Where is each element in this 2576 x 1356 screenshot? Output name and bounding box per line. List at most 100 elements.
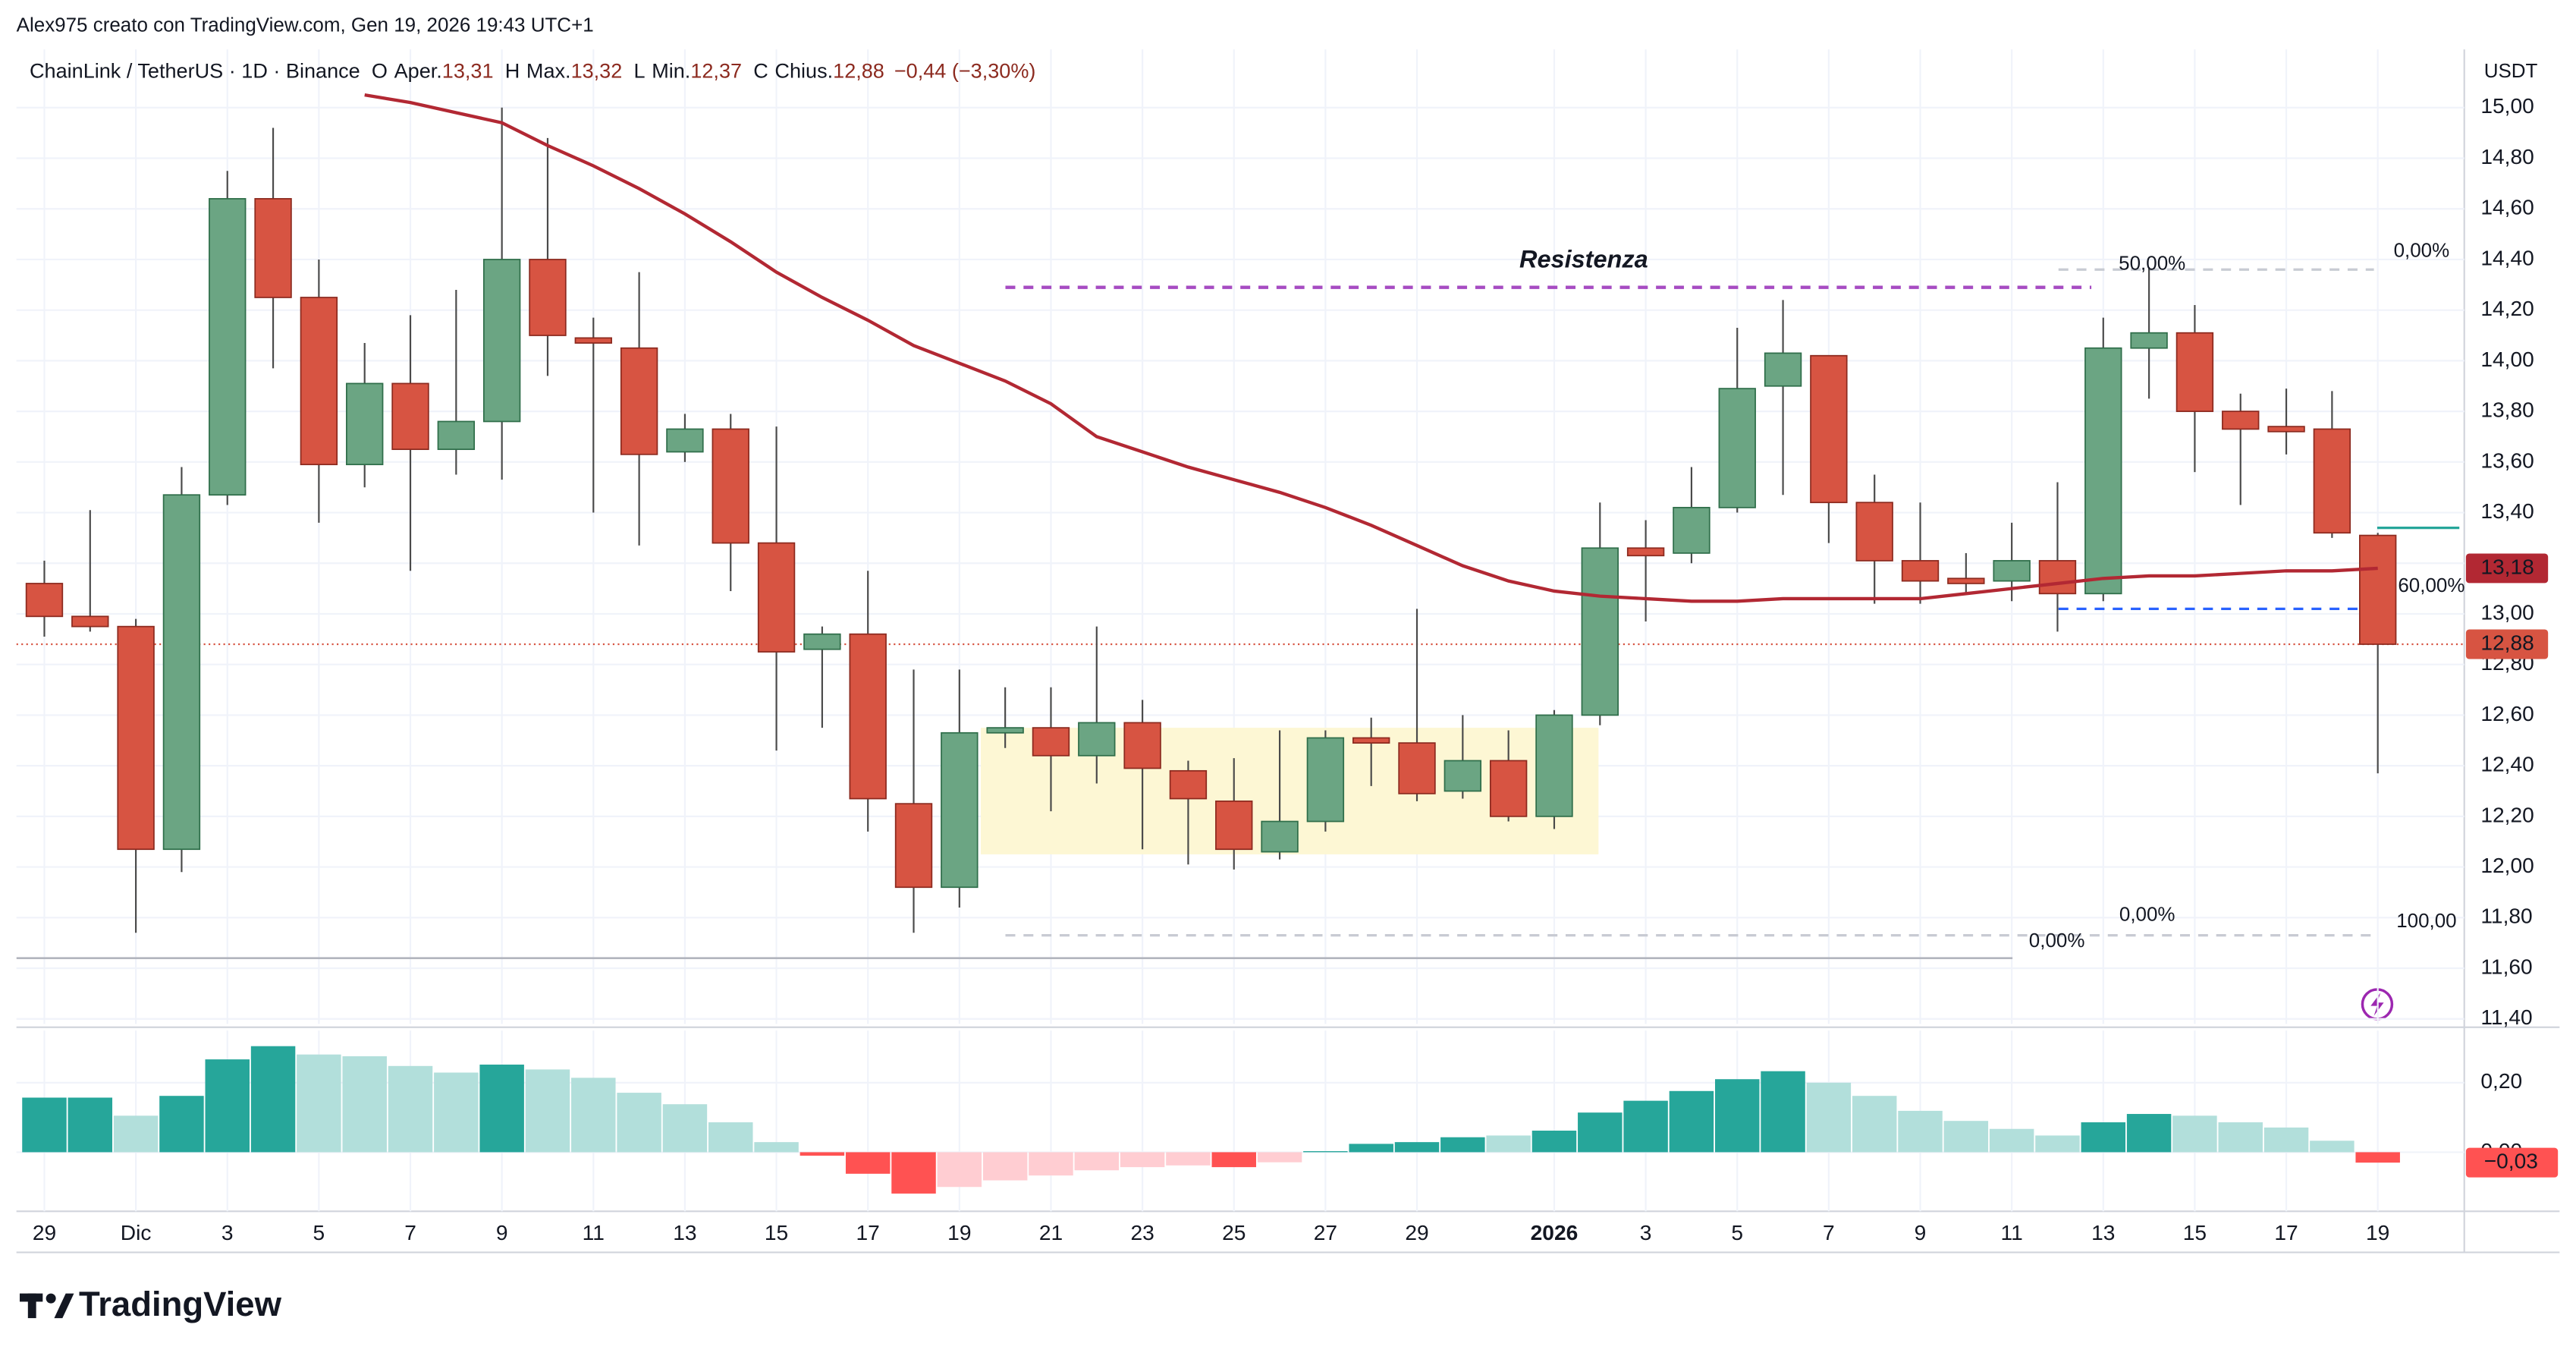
- histogram-bar: [2310, 1140, 2355, 1153]
- x-tick-label: 19: [2366, 1221, 2389, 1244]
- x-tick-label: 27: [1314, 1221, 1337, 1244]
- x-tick-label: 11: [583, 1221, 605, 1244]
- histogram-bar: [2263, 1127, 2309, 1153]
- histogram-bar: [159, 1096, 204, 1153]
- histogram-bar: [937, 1152, 982, 1188]
- price-label-bg: [2465, 553, 2549, 584]
- y-tick-label: 14,20: [2480, 297, 2534, 320]
- x-tick-label: 15: [2183, 1221, 2207, 1244]
- y-tick-label: 14,80: [2480, 145, 2534, 168]
- candle-body: [1947, 577, 1985, 584]
- histogram-bar: [571, 1078, 616, 1153]
- legend-key: H: [505, 59, 520, 83]
- histogram-bar: [845, 1152, 891, 1174]
- y-tick-label: 12,40: [2480, 753, 2534, 776]
- fib-label: 50,00%: [2119, 252, 2185, 275]
- x-tick-label: 11: [2001, 1221, 2023, 1244]
- candle-body: [1123, 722, 1161, 769]
- legend-label: Chius.: [774, 59, 833, 83]
- y-tick-label: 15,00: [2480, 94, 2534, 118]
- fib-label: 0,00%: [2029, 929, 2085, 952]
- legend-key: C: [753, 59, 768, 83]
- value-label-bg: [2465, 1147, 2559, 1178]
- ohlc-legend: ChainLink / TetherUS · 1D · Binance O Aper…: [30, 59, 1035, 83]
- candle-body: [574, 337, 612, 344]
- candle-body: [2038, 560, 2077, 595]
- currency: USDT: [2484, 59, 2538, 82]
- histogram-bar: [2126, 1114, 2172, 1153]
- candle-body: [986, 727, 1024, 734]
- y-tick-label: 0,20: [2480, 1069, 2522, 1093]
- fib-label: 100,00: [2396, 909, 2456, 932]
- legend-value: 12,88: [833, 59, 884, 83]
- x-tick-label: 3: [1640, 1221, 1652, 1244]
- price-label-bg: [2465, 629, 2549, 659]
- candle-body: [2222, 411, 2260, 430]
- candle-body: [1078, 722, 1116, 757]
- x-tick-label: 29: [1405, 1221, 1428, 1244]
- legend-label: Min.: [652, 59, 690, 83]
- candle-body: [1855, 502, 1893, 562]
- histogram-bar: [1623, 1100, 1668, 1153]
- candle-body: [391, 382, 429, 451]
- candle-body: [757, 542, 796, 653]
- y-tick-label: 11,40: [2480, 1005, 2532, 1029]
- candle-body: [666, 428, 704, 453]
- histogram-bar: [754, 1142, 799, 1153]
- candle-body: [25, 583, 64, 618]
- price-label: 12,88: [2480, 631, 2534, 654]
- histogram-bar: [617, 1093, 661, 1153]
- y-tick-label: 14,40: [2480, 246, 2534, 269]
- histogram-bar: [297, 1054, 341, 1153]
- x-tick-label: 23: [1130, 1221, 1154, 1244]
- histogram-bar: [1211, 1152, 1256, 1168]
- candle-body: [300, 297, 338, 466]
- legend-value: 12,37: [690, 59, 742, 83]
- histogram-bar: [2172, 1115, 2217, 1153]
- candle-body: [941, 731, 979, 889]
- legend-label: Aper.: [394, 59, 442, 83]
- histogram-bar: [479, 1064, 524, 1153]
- candle-body: [1306, 737, 1345, 823]
- x-tick-label: 13: [2091, 1221, 2115, 1244]
- histogram-bar: [2081, 1122, 2126, 1153]
- brand: TradingView: [79, 1285, 282, 1323]
- candle-body: [1489, 760, 1528, 817]
- candle-body: [1993, 560, 2031, 582]
- candle-body: [2130, 332, 2168, 349]
- candle-body: [254, 198, 292, 298]
- candle-body: [1810, 354, 1848, 504]
- candle-body: [529, 259, 567, 336]
- x-tick-label: 25: [1222, 1221, 1246, 1244]
- candle-body: [437, 420, 476, 451]
- y-tick-label: 12,00: [2480, 854, 2534, 877]
- candle-body: [849, 633, 887, 800]
- x-tick-label: 15: [765, 1221, 788, 1244]
- candle-body: [2084, 347, 2122, 595]
- candle-body: [1673, 507, 1711, 554]
- candle-body: [1398, 742, 1436, 794]
- candle-body: [1215, 800, 1253, 851]
- y-tick-label: 13,00: [2480, 600, 2534, 624]
- histogram-bar: [1394, 1142, 1440, 1153]
- x-tick-label: 5: [313, 1221, 325, 1244]
- candle-body: [1032, 727, 1070, 757]
- histogram-bar: [1852, 1096, 1897, 1153]
- header: Alex975 creato con TradingView.com, Gen …: [17, 14, 594, 36]
- y-tick-label: 13,40: [2480, 499, 2534, 523]
- histogram-bar: [1715, 1079, 1760, 1153]
- legend-value: 13,31: [442, 59, 494, 83]
- x-tick-label: 2026: [1531, 1221, 1579, 1244]
- x-tick-label: 3: [221, 1221, 234, 1244]
- fib-label: 0,00%: [2119, 902, 2175, 925]
- legend-change: −0,44 (−3,30%): [894, 59, 1036, 83]
- candle-body: [1444, 760, 1482, 792]
- fib-label: 0,00%: [2394, 238, 2450, 261]
- histogram-bar: [1349, 1144, 1393, 1153]
- histogram-bar: [1943, 1121, 1989, 1153]
- histogram-bar: [1303, 1151, 1348, 1153]
- y-tick-label: 14,00: [2480, 348, 2534, 371]
- candle-body: [2313, 428, 2351, 534]
- candle-body: [803, 633, 841, 650]
